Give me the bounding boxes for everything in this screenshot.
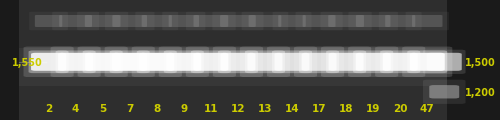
FancyBboxPatch shape (52, 12, 99, 30)
FancyBboxPatch shape (380, 51, 420, 73)
Text: 1,500: 1,500 (465, 58, 496, 68)
Text: 20: 20 (393, 104, 407, 114)
FancyBboxPatch shape (385, 15, 416, 27)
FancyBboxPatch shape (29, 12, 68, 30)
FancyBboxPatch shape (110, 51, 150, 73)
FancyBboxPatch shape (164, 51, 204, 73)
FancyBboxPatch shape (104, 47, 155, 77)
FancyBboxPatch shape (248, 15, 282, 27)
FancyBboxPatch shape (59, 15, 92, 27)
FancyBboxPatch shape (112, 53, 147, 71)
FancyBboxPatch shape (402, 47, 452, 77)
FancyBboxPatch shape (218, 51, 258, 73)
FancyBboxPatch shape (302, 15, 336, 27)
FancyBboxPatch shape (220, 53, 256, 71)
FancyBboxPatch shape (356, 53, 390, 71)
FancyBboxPatch shape (272, 12, 312, 30)
FancyBboxPatch shape (328, 15, 364, 27)
FancyBboxPatch shape (320, 12, 372, 30)
Text: 7: 7 (126, 104, 134, 114)
FancyBboxPatch shape (194, 53, 228, 71)
FancyBboxPatch shape (58, 53, 93, 71)
FancyBboxPatch shape (132, 47, 182, 77)
FancyBboxPatch shape (20, 48, 446, 86)
FancyBboxPatch shape (162, 12, 206, 30)
Text: 11: 11 (204, 104, 218, 114)
FancyBboxPatch shape (375, 47, 426, 77)
FancyBboxPatch shape (77, 12, 128, 30)
FancyBboxPatch shape (412, 15, 442, 27)
FancyBboxPatch shape (137, 51, 177, 73)
Text: 17: 17 (312, 104, 326, 114)
FancyBboxPatch shape (321, 47, 371, 77)
FancyBboxPatch shape (274, 53, 310, 71)
Text: 5: 5 (99, 104, 106, 114)
FancyBboxPatch shape (423, 80, 466, 104)
FancyBboxPatch shape (50, 47, 100, 77)
FancyBboxPatch shape (85, 15, 120, 27)
FancyBboxPatch shape (356, 15, 390, 27)
FancyBboxPatch shape (430, 85, 459, 98)
FancyBboxPatch shape (382, 53, 418, 71)
FancyBboxPatch shape (240, 47, 290, 77)
Text: 47: 47 (420, 104, 434, 114)
FancyBboxPatch shape (427, 53, 462, 71)
FancyBboxPatch shape (35, 15, 62, 27)
FancyBboxPatch shape (56, 51, 96, 73)
FancyBboxPatch shape (82, 51, 122, 73)
FancyBboxPatch shape (194, 15, 228, 27)
FancyBboxPatch shape (136, 12, 178, 30)
FancyBboxPatch shape (20, 0, 446, 120)
Text: 1,200: 1,200 (465, 88, 496, 98)
FancyBboxPatch shape (186, 47, 236, 77)
FancyBboxPatch shape (212, 12, 264, 30)
FancyBboxPatch shape (168, 15, 199, 27)
FancyBboxPatch shape (410, 53, 444, 71)
FancyBboxPatch shape (267, 47, 317, 77)
FancyBboxPatch shape (348, 47, 398, 77)
FancyBboxPatch shape (408, 51, 448, 73)
FancyBboxPatch shape (302, 53, 336, 71)
Text: 19: 19 (366, 104, 380, 114)
Text: 4: 4 (72, 104, 80, 114)
FancyBboxPatch shape (296, 12, 343, 30)
FancyBboxPatch shape (245, 51, 285, 73)
FancyBboxPatch shape (294, 47, 344, 77)
FancyBboxPatch shape (186, 12, 236, 30)
FancyBboxPatch shape (348, 12, 398, 30)
FancyBboxPatch shape (166, 53, 202, 71)
FancyBboxPatch shape (112, 15, 147, 27)
FancyBboxPatch shape (220, 15, 256, 27)
FancyBboxPatch shape (353, 51, 393, 73)
FancyBboxPatch shape (191, 51, 231, 73)
FancyBboxPatch shape (140, 53, 174, 71)
FancyBboxPatch shape (31, 53, 66, 71)
FancyBboxPatch shape (213, 47, 263, 77)
FancyBboxPatch shape (379, 12, 422, 30)
Text: 12: 12 (230, 104, 245, 114)
FancyBboxPatch shape (248, 53, 282, 71)
FancyBboxPatch shape (299, 51, 339, 73)
FancyBboxPatch shape (278, 15, 306, 27)
FancyBboxPatch shape (85, 53, 120, 71)
FancyBboxPatch shape (326, 51, 366, 73)
FancyBboxPatch shape (272, 51, 312, 73)
FancyBboxPatch shape (105, 12, 154, 30)
FancyBboxPatch shape (78, 47, 128, 77)
Text: 13: 13 (258, 104, 272, 114)
Text: 14: 14 (284, 104, 300, 114)
Text: 8: 8 (153, 104, 160, 114)
FancyBboxPatch shape (142, 15, 172, 27)
Text: 1,550: 1,550 (12, 58, 43, 68)
FancyBboxPatch shape (242, 12, 288, 30)
FancyBboxPatch shape (406, 12, 449, 30)
FancyBboxPatch shape (423, 50, 466, 74)
FancyBboxPatch shape (28, 51, 68, 73)
FancyBboxPatch shape (328, 53, 364, 71)
Text: 2: 2 (45, 104, 52, 114)
Text: 9: 9 (180, 104, 188, 114)
Text: 18: 18 (339, 104, 353, 114)
FancyBboxPatch shape (159, 47, 209, 77)
FancyBboxPatch shape (24, 47, 74, 77)
